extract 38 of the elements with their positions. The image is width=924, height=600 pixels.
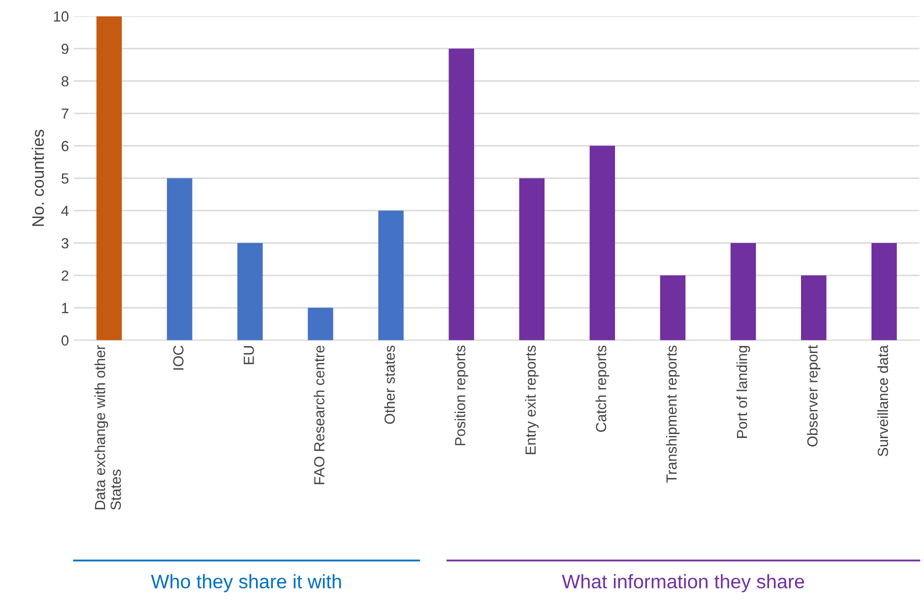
y-tick-label: 7 (62, 108, 68, 119)
y-tick-label: 4 (61, 206, 69, 216)
x-tick-label: Entry exit reports (525, 346, 539, 454)
y-tick-label: 3 (62, 238, 68, 248)
x-tick-label: Position reports (454, 346, 468, 446)
bar (660, 275, 686, 340)
x-tick-label: EU (244, 346, 254, 364)
bar (590, 146, 616, 340)
bar (96, 16, 122, 340)
x-tick-label: IOC (173, 346, 184, 370)
y-tick-label: 10 (54, 11, 68, 22)
bar (801, 275, 826, 340)
y-axis-title: No. countries (32, 130, 44, 226)
y-tick-label: 2 (62, 270, 68, 281)
bar (237, 243, 263, 340)
x-tick-label: Observer report (806, 345, 820, 446)
y-tick-label: 8 (62, 76, 68, 86)
bar (519, 178, 545, 340)
x-tick-label: Surveillance data (877, 345, 888, 456)
x-tick-label: Other states (384, 346, 395, 424)
x-tick-label: Port of landing (736, 346, 750, 438)
text: What information they share (562, 574, 804, 592)
bar (871, 243, 897, 340)
y-tick-label: 0 (62, 335, 68, 346)
x-tick-label: Transhipment reports (666, 346, 680, 483)
y-tick-label: 1 (62, 303, 68, 314)
x-tick-label: Data exchange with other States (94, 345, 121, 510)
bar (166, 178, 192, 340)
y-tick-label: 6 (62, 140, 68, 152)
bar (308, 308, 334, 340)
text: Who they share it with (150, 574, 341, 592)
bar (730, 243, 756, 340)
bar (448, 48, 474, 340)
y-tick-label: 9 (62, 44, 68, 54)
y-tick-label: 5 (62, 173, 68, 184)
bar (378, 210, 404, 340)
x-tick-label: Catch reports (596, 346, 610, 432)
x-tick-label: FAO Research centre (314, 346, 324, 484)
